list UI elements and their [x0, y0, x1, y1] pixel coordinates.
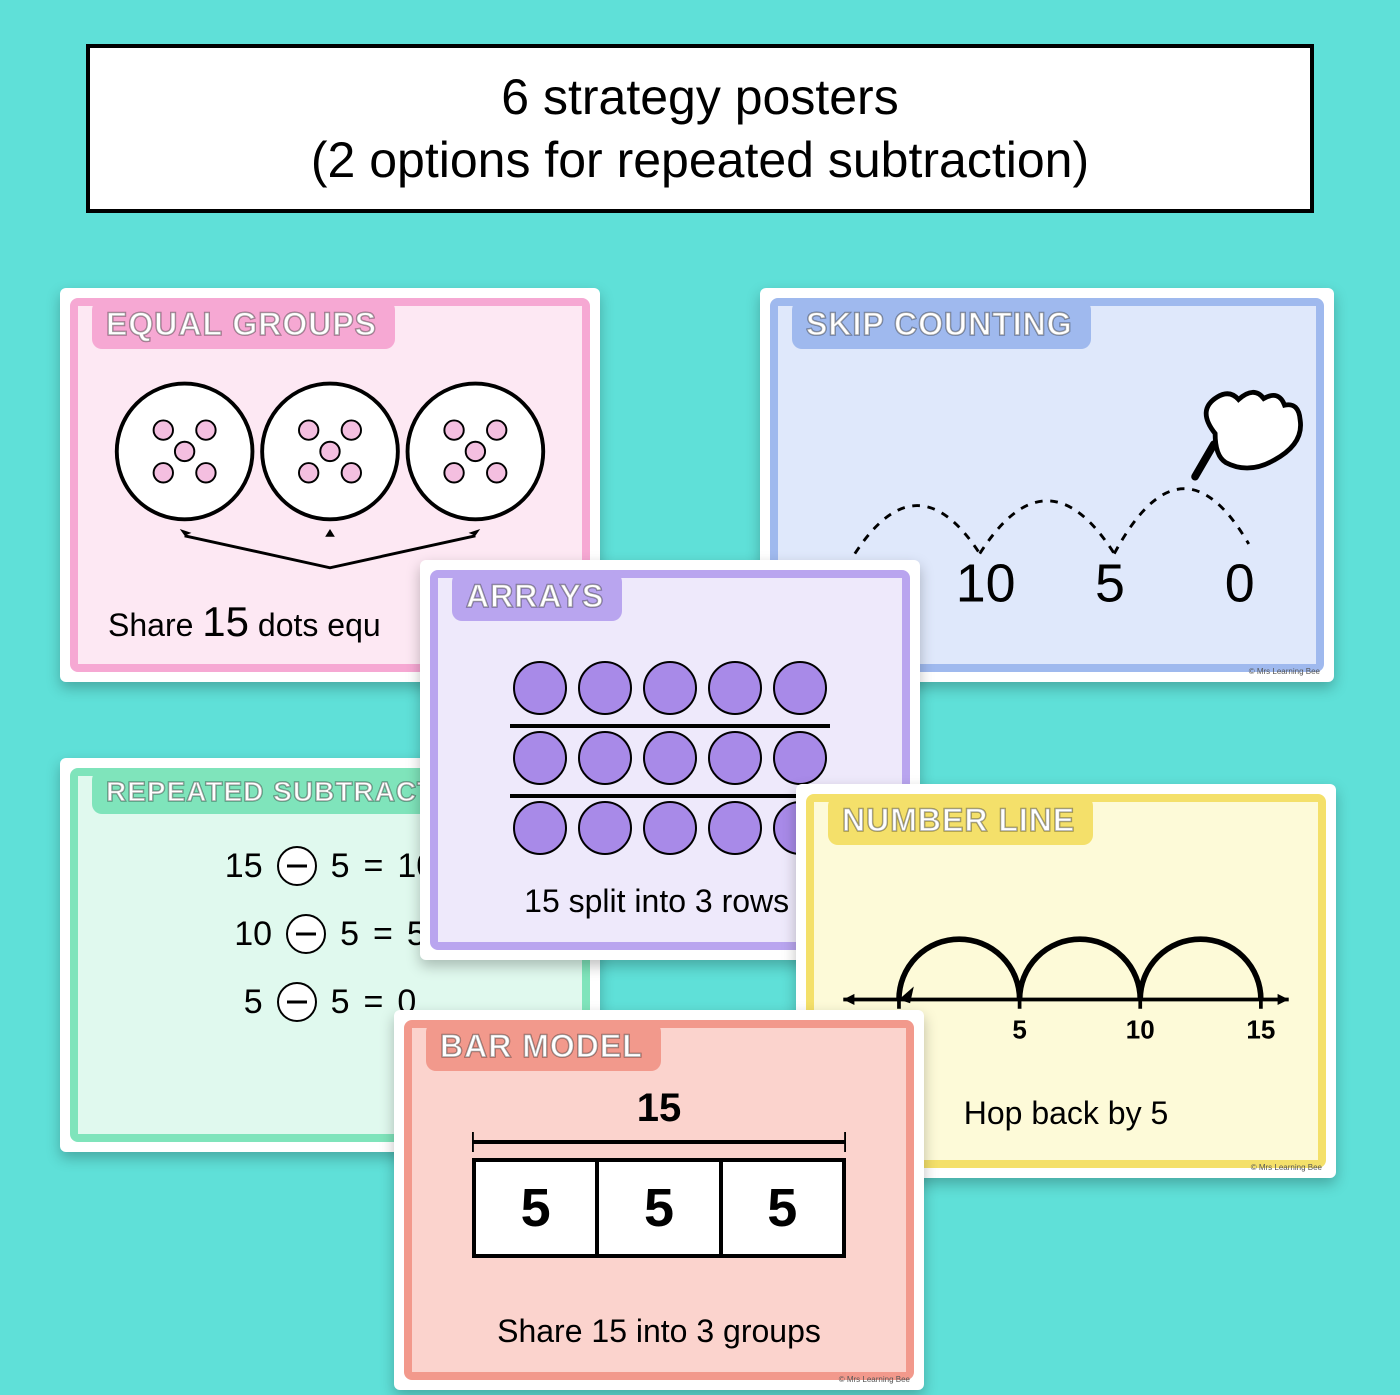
bar-cell: 5	[599, 1162, 722, 1254]
svg-text:5: 5	[1012, 1014, 1026, 1044]
caption-big: 15	[202, 598, 249, 645]
equals: =	[364, 847, 384, 886]
header-box: 6 strategy posters (2 options for repeat…	[86, 44, 1314, 213]
caption-text: Share	[108, 607, 202, 643]
equation-row: 10 5 = 5	[234, 914, 426, 954]
svg-text:10: 10	[956, 554, 1016, 614]
bar-model-total: 15	[412, 1086, 906, 1131]
poster-label: NUMBER LINE	[828, 796, 1093, 845]
equal-groups-diagram	[78, 356, 582, 576]
poster-bar-model: BAR MODEL 15 5 5 5 Share 15 into 3 group…	[394, 1010, 924, 1390]
svg-text:0: 0	[1225, 554, 1255, 614]
equation-row: 5 5 = 0	[244, 982, 417, 1022]
equation-row: 15 5 = 10	[225, 846, 435, 886]
svg-text:5: 5	[1095, 554, 1125, 614]
credit-text: © Mrs Learning Bee	[1249, 667, 1320, 676]
poster-inner: BAR MODEL 15 5 5 5 Share 15 into 3 group…	[404, 1020, 914, 1380]
bar-model-cells: 5 5 5	[472, 1158, 846, 1258]
poster-label: ARRAYS	[452, 572, 622, 621]
minus-icon	[286, 914, 326, 954]
minus-icon	[277, 982, 317, 1022]
eq-a: 15	[225, 847, 263, 886]
equals: =	[364, 983, 384, 1022]
eq-b: 5	[331, 847, 350, 886]
eq-b: 5	[340, 915, 359, 954]
header-line2: (2 options for repeated subtraction)	[120, 129, 1280, 192]
caption-text: dots equ	[249, 607, 381, 643]
eq-a: 5	[244, 983, 263, 1022]
bar-model-caption: Share 15 into 3 groups	[412, 1313, 906, 1350]
minus-icon	[277, 846, 317, 886]
credit-text: © Mrs Learning Bee	[839, 1375, 910, 1384]
poster-label: SKIP COUNTING	[792, 300, 1091, 349]
poster-label: EQUAL GROUPS	[92, 300, 395, 349]
svg-text:10: 10	[1126, 1014, 1155, 1044]
bar-model-bracket	[472, 1132, 846, 1152]
equals: =	[373, 915, 393, 954]
poster-label: BAR MODEL	[426, 1022, 661, 1071]
bar-cell: 5	[723, 1162, 842, 1254]
svg-text:15: 15	[1246, 1014, 1275, 1044]
credit-text: © Mrs Learning Bee	[1251, 1163, 1322, 1172]
eq-b: 5	[331, 983, 350, 1022]
bar-cell: 5	[476, 1162, 599, 1254]
header-line1: 6 strategy posters	[120, 66, 1280, 129]
eq-a: 10	[234, 915, 272, 954]
